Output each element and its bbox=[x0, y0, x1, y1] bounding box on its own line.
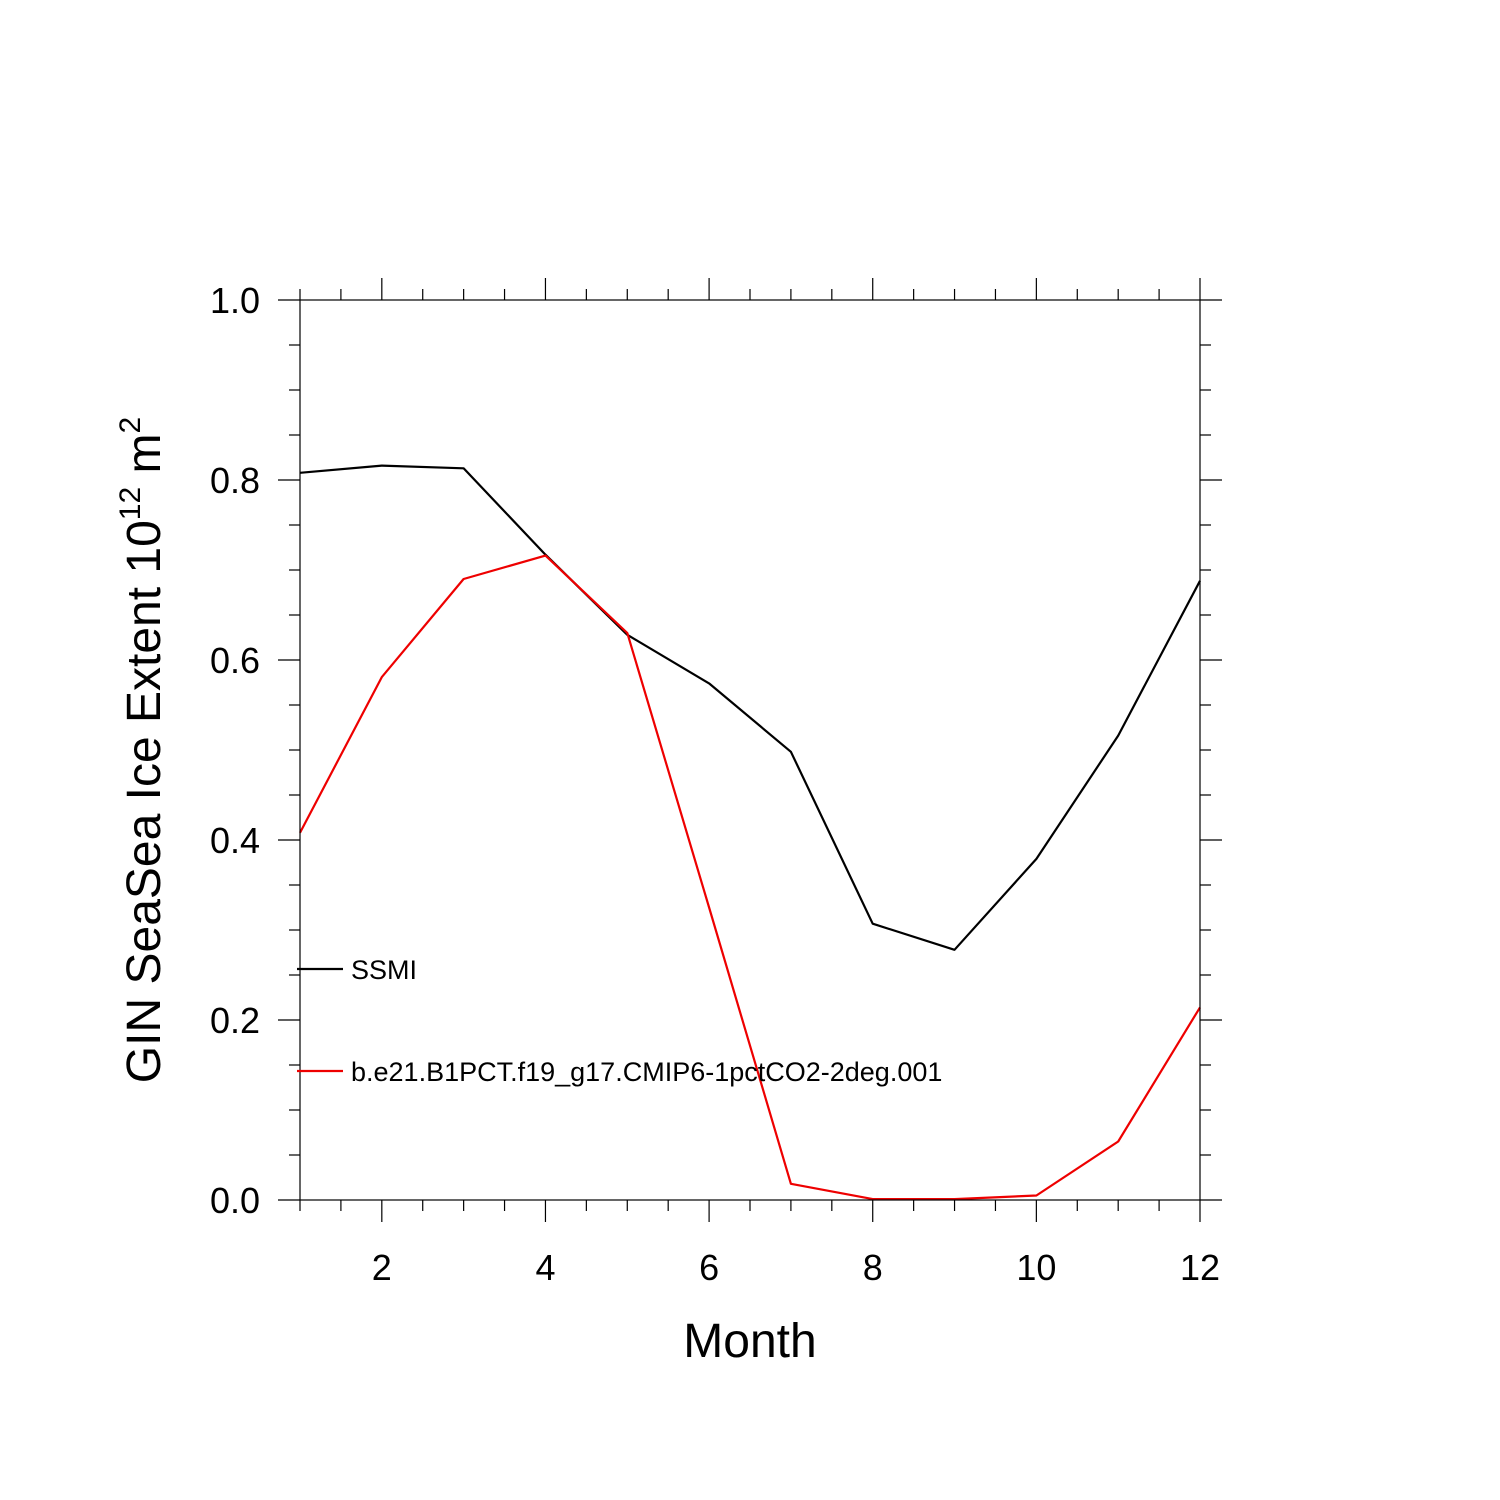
tick-marks bbox=[278, 278, 1222, 1222]
y-axis-title-base: GIN SeaSea Ice Extent 10 bbox=[118, 520, 171, 1083]
legend-label-model: b.e21.B1PCT.f19_g17.CMIP6-1pctCO2-2deg.0… bbox=[351, 1057, 942, 1087]
x-tick-label: 2 bbox=[372, 1247, 392, 1288]
y-axis-title-unit: m bbox=[118, 433, 171, 486]
y-tick-label: 0.2 bbox=[210, 1000, 260, 1041]
series-line-ssmi bbox=[299, 464, 1201, 951]
x-axis-title: Month bbox=[683, 1315, 816, 1368]
series-line-model bbox=[299, 554, 1201, 1201]
y-tick-label: 0.6 bbox=[210, 640, 260, 681]
y-tick-label: 0.4 bbox=[210, 820, 260, 861]
x-tick-label: 10 bbox=[1016, 1247, 1056, 1288]
tick-labels: 2 4 6 8 10 12 0.0 0.2 0.4 0.6 0.8 1.0 bbox=[210, 280, 1220, 1288]
y-tick-label: 0.0 bbox=[210, 1180, 260, 1221]
legend-label-ssmi: SSMI bbox=[351, 955, 417, 985]
y-tick-label: 0.8 bbox=[210, 460, 260, 501]
plot-frame bbox=[299, 299, 1201, 1201]
x-tick-label: 4 bbox=[535, 1247, 555, 1288]
y-axis-title-unit-exponent: 2 bbox=[114, 417, 147, 434]
y-tick-label: 1.0 bbox=[210, 280, 260, 321]
legend: SSMI b.e21.B1PCT.f19_g17.CMIP6-1pctCO2-2d… bbox=[297, 955, 942, 1087]
x-tick-label: 12 bbox=[1180, 1247, 1220, 1288]
x-tick-label: 6 bbox=[699, 1247, 719, 1288]
y-axis-title: GIN SeaSea Ice Extent 1012 m2 bbox=[114, 417, 171, 1083]
series-lines bbox=[299, 464, 1201, 1201]
y-axis-title-exponent: 12 bbox=[114, 487, 147, 520]
x-tick-label: 8 bbox=[863, 1247, 883, 1288]
